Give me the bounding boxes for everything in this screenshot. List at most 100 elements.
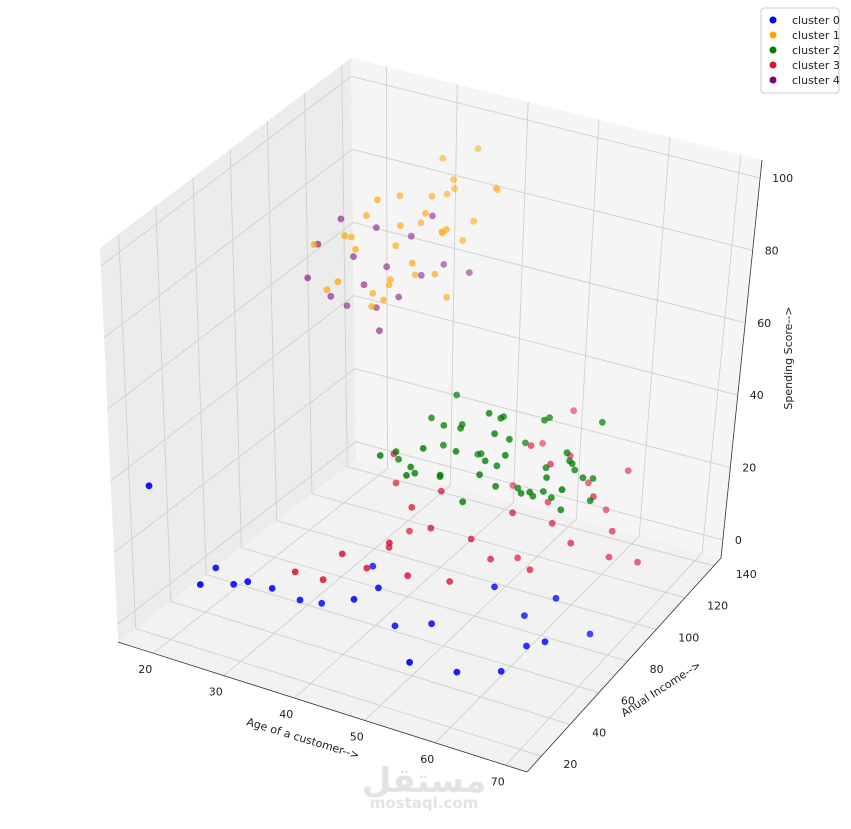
legend-label: cluster 3 (792, 59, 840, 72)
data-point (487, 555, 494, 563)
data-point (348, 233, 355, 241)
data-point (558, 486, 566, 494)
data-point (391, 622, 399, 630)
data-point (563, 449, 571, 457)
axis-panes (100, 58, 762, 772)
y-grid-left (118, 233, 137, 629)
y-axis-line (526, 557, 722, 773)
x-tick-label: 20 (138, 663, 152, 676)
data-point (493, 462, 501, 470)
data-point (605, 553, 613, 561)
data-point (453, 391, 461, 399)
legend: cluster 0 cluster 1 cluster 2 cluster 3 clus… (760, 7, 840, 94)
data-point (497, 667, 505, 675)
axis-lines (117, 159, 763, 773)
z-grid-back (353, 295, 738, 396)
data-point (450, 176, 457, 184)
data-point (457, 424, 464, 432)
data-point (427, 524, 435, 532)
data-point (383, 263, 391, 271)
data-point (477, 450, 485, 458)
data-point (548, 519, 556, 527)
z-grid-left (103, 149, 353, 338)
data-point (541, 638, 549, 646)
data-point (453, 668, 461, 676)
data-point (440, 422, 448, 429)
data-point (428, 414, 435, 422)
z-grid-back (352, 222, 746, 324)
data-point (589, 475, 597, 482)
legend-marker (769, 76, 777, 84)
x-tick-label: 30 (209, 686, 223, 699)
data-point (392, 448, 400, 455)
data-point (446, 578, 454, 585)
left-back-pane (100, 58, 356, 642)
x-grid-floor (364, 518, 577, 721)
data-point (439, 155, 447, 162)
data-point (431, 270, 439, 278)
data-point (443, 190, 451, 198)
data-point (408, 503, 416, 511)
data-point (375, 584, 382, 592)
y-grid-floor (135, 628, 542, 757)
data-point (481, 457, 489, 465)
data-point (523, 642, 530, 650)
data-point (459, 237, 467, 244)
legend-box (760, 7, 840, 94)
data-point (334, 278, 342, 286)
data-point (374, 196, 381, 204)
data-point (467, 535, 475, 543)
data-point (196, 581, 204, 588)
y-grid-floor (276, 520, 657, 630)
data-point (492, 184, 500, 192)
watermark-logo: مستقل (362, 761, 486, 801)
data-point (429, 212, 436, 220)
data-point (624, 467, 632, 475)
x-grid-floor (152, 468, 388, 654)
data-point (497, 414, 505, 422)
data-point (310, 241, 318, 249)
x-grid-floor (293, 501, 514, 699)
data-point (395, 293, 403, 301)
data-point (350, 595, 358, 603)
x-grid-floor (223, 485, 451, 676)
data-point (491, 430, 498, 438)
right-back-pane (351, 58, 762, 558)
x-tick-label: 70 (491, 775, 505, 788)
y-tick-label: 100 (678, 631, 699, 644)
data-point (363, 212, 370, 219)
x-axis-label: Age of a customer--> (245, 715, 361, 762)
z-tick-label: 40 (750, 389, 764, 402)
legend-marker (769, 46, 777, 54)
data-point (465, 269, 473, 276)
x-tick-label: 50 (350, 730, 364, 743)
grid-lines (100, 65, 761, 766)
y-grid-left (192, 177, 207, 575)
legend-label: cluster 1 (792, 29, 840, 42)
data-point (509, 509, 516, 517)
watermark-url: mostaql.com (370, 794, 479, 812)
data-point (491, 583, 498, 591)
data-point (397, 222, 404, 230)
data-point (570, 407, 578, 415)
z-axis-line (720, 159, 763, 559)
data-point (408, 259, 416, 267)
legend-label: cluster 0 (792, 14, 840, 27)
y-grid-floor (206, 574, 599, 694)
data-point (363, 564, 371, 572)
data-point (407, 463, 415, 471)
data-point (376, 452, 384, 459)
data-point (440, 441, 447, 449)
data-point (443, 226, 450, 233)
data-point (506, 435, 513, 443)
data-point (343, 302, 351, 309)
data-point (539, 488, 547, 495)
data-point (608, 527, 616, 535)
data-point (323, 286, 331, 294)
z-tick-label: 0 (735, 534, 742, 547)
watermark: مستقل mostaql.com (362, 761, 486, 812)
data-point (411, 271, 419, 279)
data-point (145, 482, 153, 490)
z-axis-label: Spending Score--> (782, 306, 795, 409)
data-point (543, 474, 550, 481)
